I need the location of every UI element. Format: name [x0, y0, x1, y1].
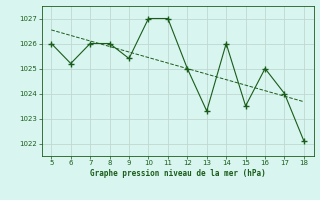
X-axis label: Graphe pression niveau de la mer (hPa): Graphe pression niveau de la mer (hPa) [90, 169, 266, 178]
